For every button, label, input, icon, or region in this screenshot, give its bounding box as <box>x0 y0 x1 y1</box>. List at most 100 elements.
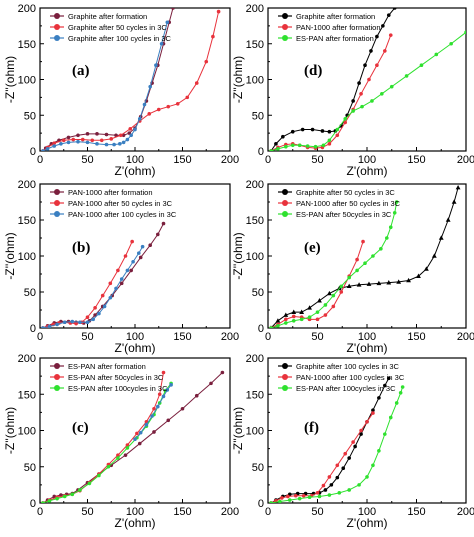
x-tick-label: 0 <box>265 154 271 166</box>
x-axis-title: Z'(ohm) <box>347 164 388 178</box>
data-point <box>128 127 133 131</box>
data-point <box>87 481 92 486</box>
data-point <box>129 268 133 273</box>
legend-label: ES-PAN after formation <box>68 362 146 371</box>
data-point <box>284 321 288 325</box>
legend-marker <box>54 363 60 369</box>
data-point <box>114 286 118 291</box>
data-point <box>455 185 461 190</box>
x-tick-label: 200 <box>221 154 239 166</box>
data-point <box>185 95 190 100</box>
legend-marker <box>282 35 288 41</box>
data-point <box>327 475 332 479</box>
data-point <box>313 144 318 149</box>
data-point <box>327 129 332 134</box>
data-point <box>125 268 130 273</box>
y-tick-label: 100 <box>18 75 36 87</box>
data-point <box>175 102 180 106</box>
data-point <box>154 63 158 67</box>
data-point <box>377 449 381 453</box>
data-point <box>283 312 289 317</box>
x-tick-label: 50 <box>81 154 93 166</box>
data-point <box>116 453 120 457</box>
y-tick-label: 200 <box>246 3 264 15</box>
series-line <box>42 223 164 328</box>
data-point <box>357 483 361 487</box>
legend-marker <box>54 374 60 380</box>
data-point <box>299 317 304 322</box>
legend-marker <box>282 385 288 391</box>
data-point <box>287 498 292 502</box>
x-tick-label: 100 <box>126 154 144 166</box>
data-point <box>112 142 116 147</box>
data-point <box>431 253 437 258</box>
panel-letter: (d) <box>304 63 322 79</box>
data-point <box>335 463 340 468</box>
y-tick-label: 100 <box>246 75 264 87</box>
data-point <box>315 491 320 495</box>
data-point <box>375 63 379 67</box>
data-point <box>416 273 421 278</box>
y-tick-label: 100 <box>18 251 36 263</box>
data-point <box>321 483 326 488</box>
x-tick-label: 0 <box>37 154 43 166</box>
data-point <box>102 304 107 309</box>
data-point <box>85 140 90 145</box>
y-tick-label: 100 <box>246 251 264 263</box>
data-point <box>100 293 105 298</box>
data-point <box>152 430 156 434</box>
legend-label: ES-PAN after 50cycles in 3C <box>296 210 392 219</box>
data-point <box>80 137 85 142</box>
y-axis-title: -Z''(ohm) <box>3 407 17 454</box>
data-point <box>434 52 439 57</box>
data-point <box>392 8 397 10</box>
data-point <box>76 133 80 138</box>
data-point <box>204 59 209 64</box>
legend-marker <box>282 211 288 217</box>
data-point <box>301 493 306 498</box>
chart-panel-a: 0 50 100 150 200 0 50 100 150 200 Z'(ohm) -Z''(ohm)… <box>3 3 239 178</box>
legend-label: ES-PAN after 50cycles in 3C <box>68 373 164 382</box>
data-point <box>52 144 57 148</box>
y-tick-label: 50 <box>24 110 36 122</box>
legend-marker <box>54 13 60 19</box>
data-point <box>353 444 357 449</box>
x-tick-label: 0 <box>265 506 271 518</box>
x-tick-label: 200 <box>457 331 474 343</box>
data-point <box>335 127 340 132</box>
panel-letter: (c) <box>72 420 89 436</box>
data-point <box>123 453 128 457</box>
data-point <box>351 109 355 113</box>
data-point <box>41 501 45 503</box>
data-point <box>109 137 114 141</box>
x-axis-title: Z'(ohm) <box>347 341 388 355</box>
data-point <box>290 143 295 148</box>
panel-letter: (f) <box>304 420 319 436</box>
chart-panel-e: 0 50 100 150 200 0 50 100 150 200 Z'(ohm) -Z''(ohm)… <box>231 179 474 355</box>
data-point <box>269 501 273 503</box>
data-point <box>388 415 393 420</box>
data-point <box>161 394 166 399</box>
data-point <box>55 496 59 501</box>
data-point <box>104 132 109 137</box>
data-point <box>116 268 120 273</box>
x-tick-label: 100 <box>358 331 376 343</box>
data-point <box>47 324 52 328</box>
data-point <box>343 451 348 456</box>
data-point <box>359 428 363 433</box>
y-tick-label: 50 <box>24 287 36 299</box>
data-point <box>317 494 322 499</box>
data-point <box>41 326 45 328</box>
data-point <box>119 277 124 281</box>
y-tick-label: 0 <box>30 146 36 158</box>
data-point <box>315 310 320 314</box>
data-point <box>91 317 95 322</box>
chart-panel-d: 0 50 100 150 200 0 50 100 150 200 Z'(ohm) -Z''(ohm)… <box>231 3 474 178</box>
data-point <box>269 326 273 328</box>
data-point <box>211 34 215 39</box>
data-point <box>359 432 363 436</box>
data-point <box>45 147 50 151</box>
data-point <box>104 142 109 147</box>
data-point <box>400 385 405 389</box>
data-point <box>347 275 351 280</box>
